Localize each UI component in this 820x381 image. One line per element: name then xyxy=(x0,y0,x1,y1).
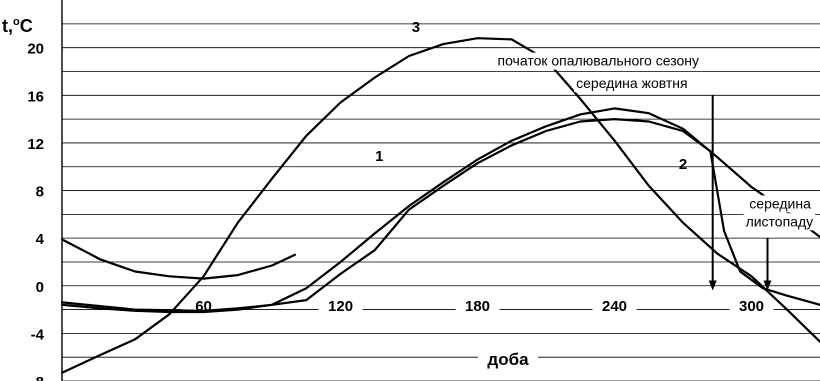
annotation-text: листопаду xyxy=(746,213,814,229)
arrows xyxy=(708,95,772,291)
grid-lines xyxy=(62,23,820,381)
annotation-bg xyxy=(747,195,813,213)
series-line-3 xyxy=(60,37,820,374)
arrow-2 xyxy=(763,238,772,291)
x-tick-label: 180 xyxy=(465,298,490,315)
annotation-text: середина xyxy=(749,195,811,211)
series-line-1 xyxy=(60,107,820,314)
x-tick-label: 120 xyxy=(328,298,353,315)
series-line-2 xyxy=(60,117,820,312)
x-tick-label: 300 xyxy=(739,298,764,315)
series-line-4 xyxy=(60,238,296,280)
y-tick-label: -4 xyxy=(31,326,45,343)
y-tick-label: -8 xyxy=(31,374,44,381)
annotations: початок опалювального сезону середина жов… xyxy=(495,52,816,231)
x-axis-label: доба xyxy=(487,350,529,369)
curve-label: 1 xyxy=(375,148,383,165)
y-tick-label: 20 xyxy=(27,41,44,58)
x-tick-label-bg xyxy=(455,296,500,316)
curve-labels: 1 2 3 xyxy=(375,19,687,173)
y-tick-label: 12 xyxy=(27,136,44,153)
annotation-bg xyxy=(495,52,701,70)
curves xyxy=(60,37,820,374)
x-tick-label-bg xyxy=(318,296,363,316)
annotation-bg xyxy=(743,213,816,231)
x-tick-label-bg xyxy=(592,296,637,316)
y-tick-label: 16 xyxy=(27,88,44,105)
x-tick-label-bg xyxy=(729,296,774,316)
annotation-bg xyxy=(574,75,690,93)
annotation-text: початок опалювального сезону xyxy=(497,53,699,69)
y-tick-label: 0 xyxy=(36,279,44,296)
y-tick-label: 4 xyxy=(36,231,45,248)
arrow-1 xyxy=(708,95,717,291)
y-tick-label: 8 xyxy=(36,184,44,201)
curve-label: 3 xyxy=(412,19,420,36)
y-tick-labels: 20 16 12 8 4 0 -4 -8 xyxy=(27,41,44,381)
annotation-text: середина жовтня xyxy=(576,75,687,91)
x-tick-label: 240 xyxy=(602,298,627,315)
y-axis-label: t,oC xyxy=(2,16,33,36)
curve-label: 2 xyxy=(679,156,687,173)
